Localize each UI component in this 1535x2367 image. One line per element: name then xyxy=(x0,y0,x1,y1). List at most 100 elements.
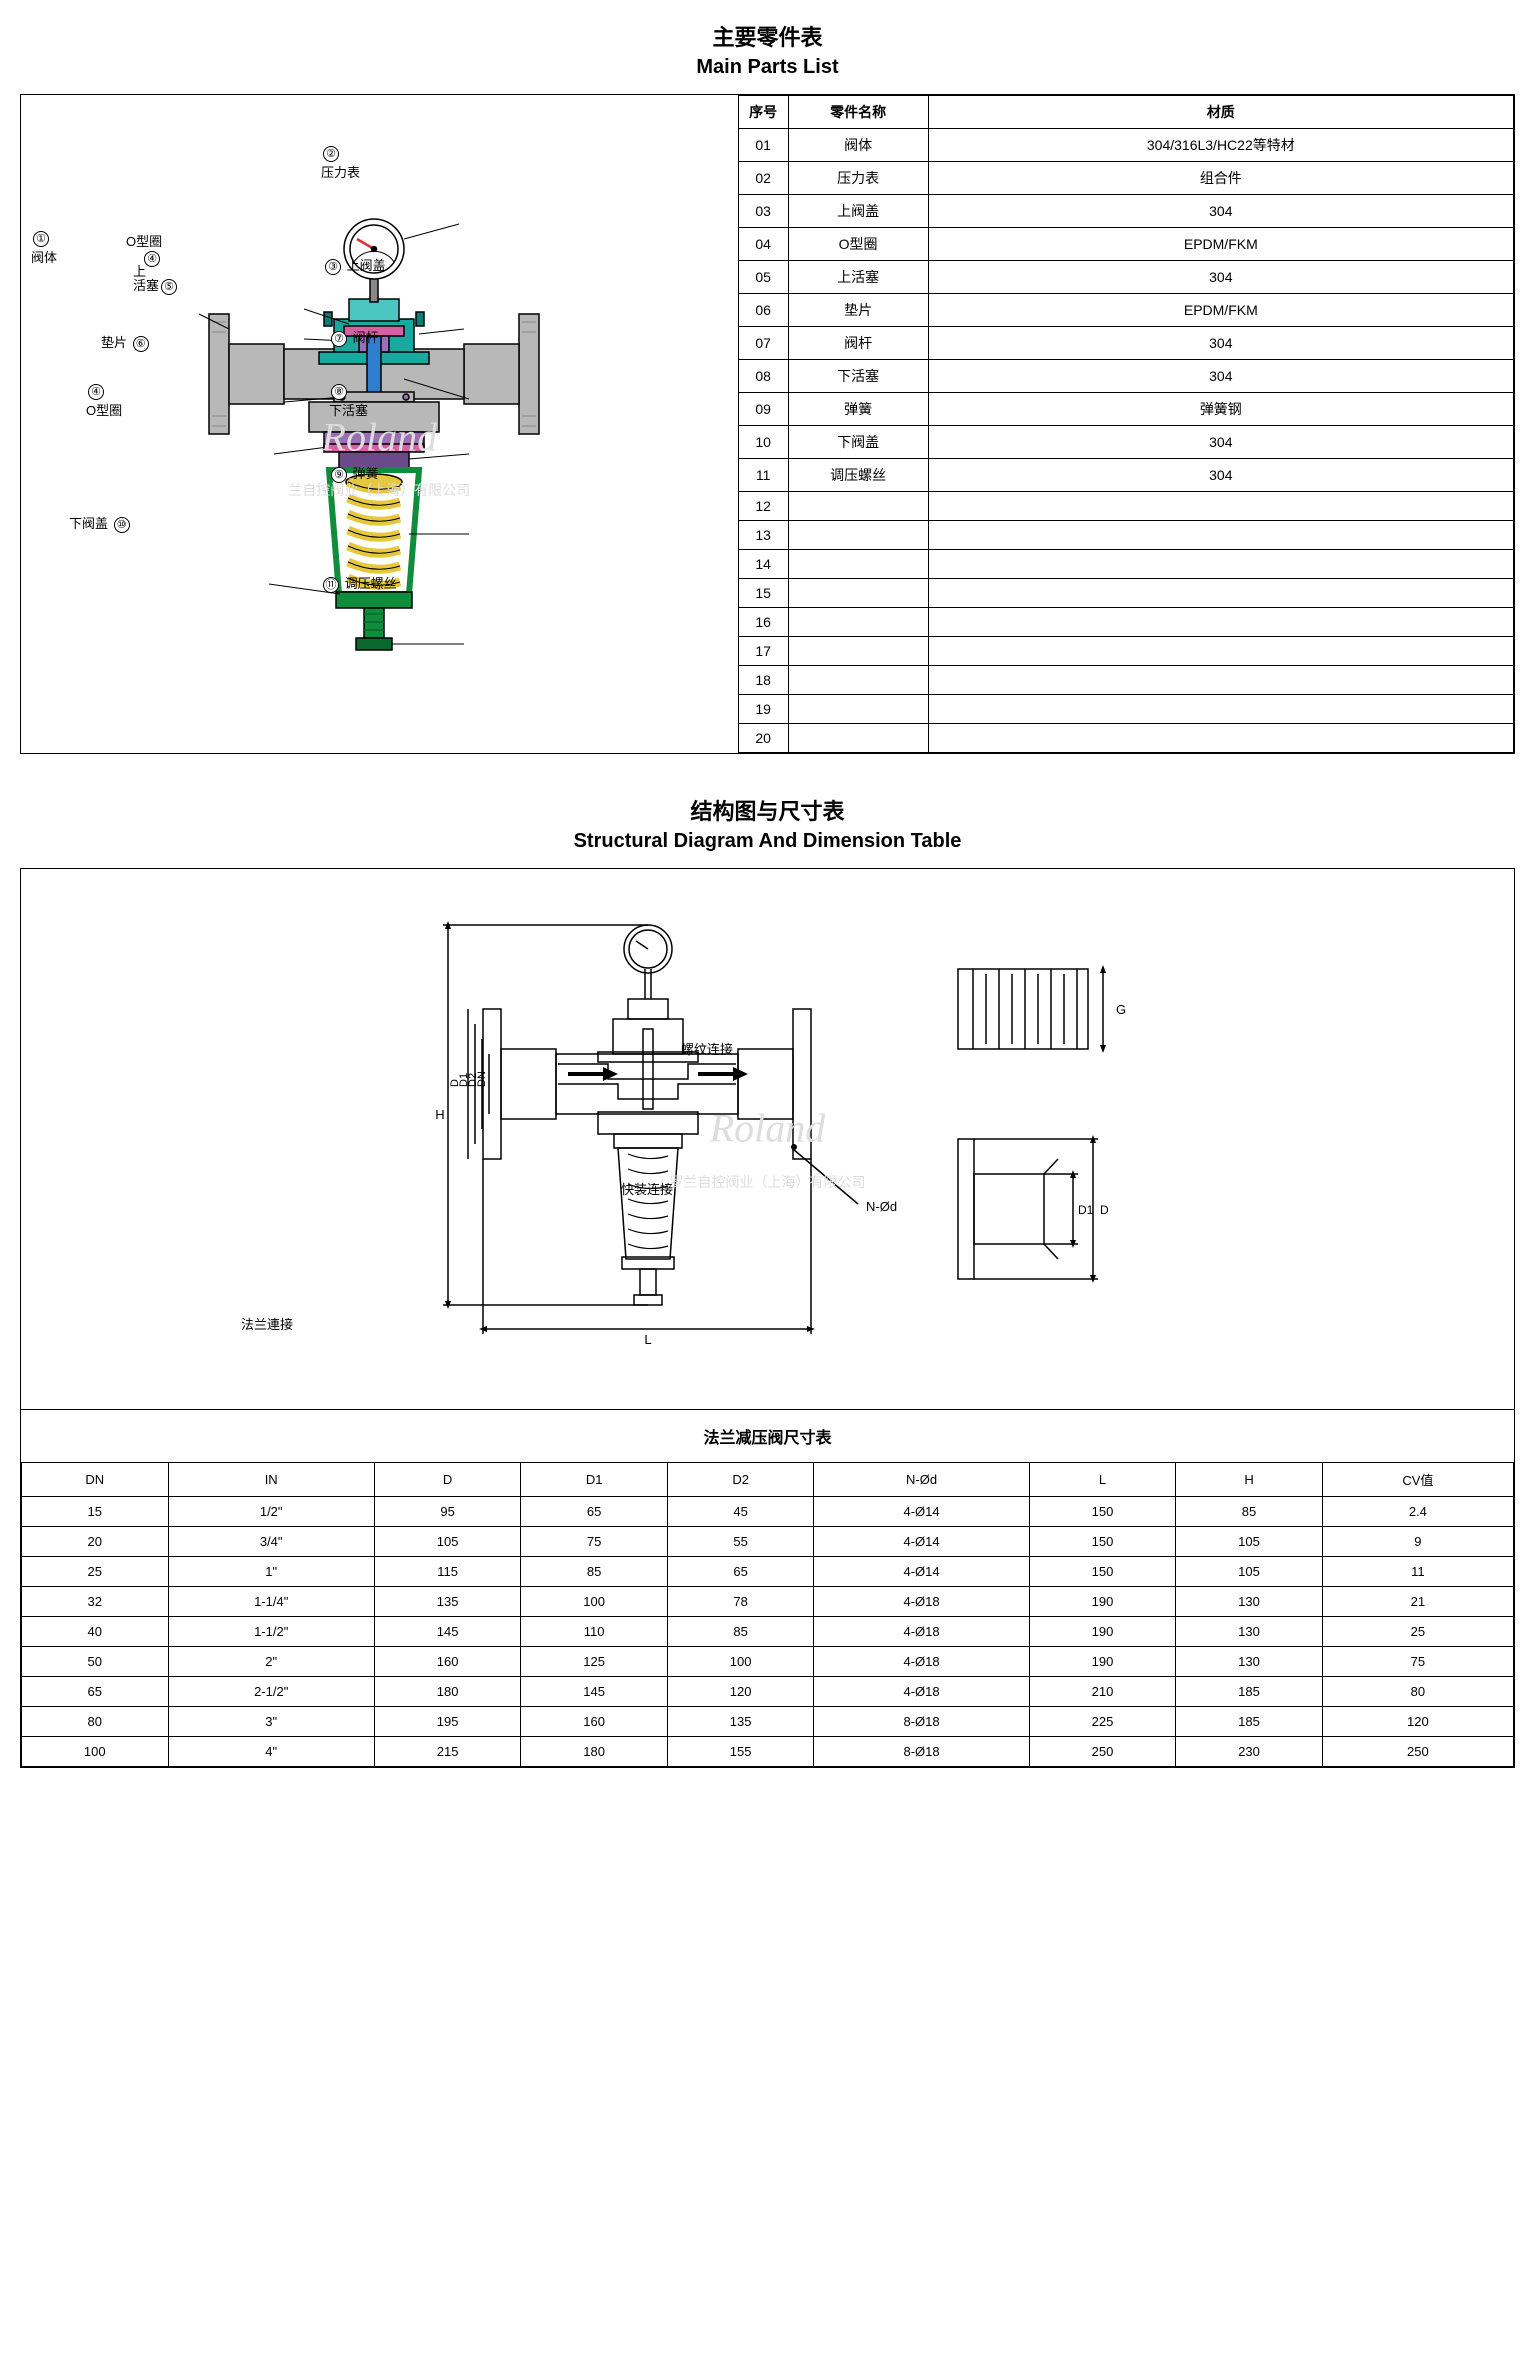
dim-table-row: 151/2"9565454-Ø14150852.4 xyxy=(22,1497,1514,1527)
parts-cell-material: 304 xyxy=(928,426,1513,459)
parts-cell-material: EPDM/FKM xyxy=(928,294,1513,327)
parts-cell-material xyxy=(928,550,1513,579)
dim-cell: 185 xyxy=(1176,1677,1323,1707)
parts-cell-material xyxy=(928,608,1513,637)
dim-cell: 8-Ø18 xyxy=(814,1707,1029,1737)
parts-cell-material: 304 xyxy=(928,327,1513,360)
parts-cell-material: 304 xyxy=(928,195,1513,228)
parts-table-row: 04O型圈EPDM/FKM xyxy=(738,228,1513,261)
parts-cell-num: 16 xyxy=(738,608,788,637)
parts-cell-material xyxy=(928,724,1513,753)
dim-table-row: 321-1/4"135100784-Ø1819013021 xyxy=(22,1587,1514,1617)
dim-cell: 50 xyxy=(22,1647,169,1677)
dim-th: DN xyxy=(22,1463,169,1497)
dim-cell: 115 xyxy=(374,1557,521,1587)
callout-10: 下阀盖 ⑩ xyxy=(69,513,132,533)
parts-cell-name: 阀杆 xyxy=(788,327,928,360)
parts-cell-num: 08 xyxy=(738,360,788,393)
parts-cell-num: 11 xyxy=(738,459,788,492)
parts-table-row: 14 xyxy=(738,550,1513,579)
parts-cell-material xyxy=(928,695,1513,724)
parts-cell-material: EPDM/FKM xyxy=(928,228,1513,261)
dim-cell: 135 xyxy=(667,1707,814,1737)
dim-cell: 65 xyxy=(521,1497,668,1527)
dim-cell: 80 xyxy=(1322,1677,1513,1707)
dim-cell: 85 xyxy=(1176,1497,1323,1527)
parts-cell-material: 304 xyxy=(928,459,1513,492)
dim-table-row: 1004"2151801558-Ø18250230250 xyxy=(22,1737,1514,1767)
parts-cell-name xyxy=(788,550,928,579)
parts-cell-name: 阀体 xyxy=(788,129,928,162)
dim-table-row: 401-1/2"145110854-Ø1819013025 xyxy=(22,1617,1514,1647)
parts-th-num: 序号 xyxy=(738,96,788,129)
dim-cell: 65 xyxy=(22,1677,169,1707)
svg-text:H: H xyxy=(435,1107,444,1122)
dim-cell: 4-Ø18 xyxy=(814,1617,1029,1647)
colored-diagram-area: Roland 兰自控阀业（上海）有限公司 xyxy=(21,95,738,753)
dim-cell: 95 xyxy=(374,1497,521,1527)
dim-cell: 250 xyxy=(1322,1737,1513,1767)
parts-cell-num: 17 xyxy=(738,637,788,666)
parts-cell-material: 弹簧钢 xyxy=(928,393,1513,426)
section1-title: 主要零件表 Main Parts List xyxy=(20,20,1515,79)
dim-cell: 55 xyxy=(667,1527,814,1557)
parts-cell-name xyxy=(788,521,928,550)
dim-cell: 20 xyxy=(22,1527,169,1557)
dim-cell: 1/2" xyxy=(168,1497,374,1527)
dim-cell: 9 xyxy=(1322,1527,1513,1557)
dim-table-row: 652-1/2"1801451204-Ø1821018580 xyxy=(22,1677,1514,1707)
dim-cell: 3/4" xyxy=(168,1527,374,1557)
dim-cell: 160 xyxy=(374,1647,521,1677)
label-flange-connect: 法兰連接 xyxy=(241,1314,293,1333)
dim-cell: 105 xyxy=(1176,1557,1323,1587)
dim-th: N-Ød xyxy=(814,1463,1029,1497)
dim-table-row: 251"11585654-Ø1415010511 xyxy=(22,1557,1514,1587)
section2-title-cn: 结构图与尺寸表 xyxy=(20,794,1515,826)
parts-cell-num: 19 xyxy=(738,695,788,724)
dim-cell: 1-1/4" xyxy=(168,1587,374,1617)
parts-cell-material: 304 xyxy=(928,360,1513,393)
dim-cell: 120 xyxy=(1322,1707,1513,1737)
dim-th: H xyxy=(1176,1463,1323,1497)
dim-cell: 225 xyxy=(1029,1707,1176,1737)
dim-cell: 1" xyxy=(168,1557,374,1587)
dim-th: D2 xyxy=(667,1463,814,1497)
dim-cell: 65 xyxy=(667,1557,814,1587)
parts-cell-name xyxy=(788,695,928,724)
dim-cell: 230 xyxy=(1176,1737,1323,1767)
dim-table-row: 203/4"10575554-Ø141501059 xyxy=(22,1527,1514,1557)
dim-cell: 110 xyxy=(521,1617,668,1647)
dim-table-row: 502"1601251004-Ø1819013075 xyxy=(22,1647,1514,1677)
parts-cell-num: 18 xyxy=(738,666,788,695)
dim-th: IN xyxy=(168,1463,374,1497)
dim-cell: 160 xyxy=(521,1707,668,1737)
parts-th-name: 零件名称 xyxy=(788,96,928,129)
dim-cell: 210 xyxy=(1029,1677,1176,1707)
parts-cell-name: 垫片 xyxy=(788,294,928,327)
parts-cell-num: 06 xyxy=(738,294,788,327)
parts-cell-name xyxy=(788,724,928,753)
dim-cell: 105 xyxy=(374,1527,521,1557)
dim-cell: 4-Ø18 xyxy=(814,1587,1029,1617)
callout-9: ⑨ 弹簧 xyxy=(329,463,379,483)
dim-cell: 2" xyxy=(168,1647,374,1677)
parts-table-row: 06垫片EPDM/FKM xyxy=(738,294,1513,327)
dim-cell: 8-Ø18 xyxy=(814,1737,1029,1767)
parts-cell-num: 12 xyxy=(738,492,788,521)
parts-cell-name: 下活塞 xyxy=(788,360,928,393)
section1-title-en: Main Parts List xyxy=(20,56,1515,79)
dim-cell: 85 xyxy=(667,1617,814,1647)
dim-cell: 105 xyxy=(1176,1527,1323,1557)
parts-table-row: 16 xyxy=(738,608,1513,637)
parts-cell-name xyxy=(788,579,928,608)
dim-cell: 180 xyxy=(521,1737,668,1767)
parts-table-row: 15 xyxy=(738,579,1513,608)
parts-table-row: 19 xyxy=(738,695,1513,724)
dim-cell: 100 xyxy=(22,1737,169,1767)
parts-cell-name: 压力表 xyxy=(788,162,928,195)
parts-cell-material: 组合件 xyxy=(928,162,1513,195)
parts-table-row: 07阀杆304 xyxy=(738,327,1513,360)
section1-title-cn: 主要零件表 xyxy=(20,20,1515,52)
parts-cell-material xyxy=(928,492,1513,521)
dim-cell: 75 xyxy=(521,1527,668,1557)
